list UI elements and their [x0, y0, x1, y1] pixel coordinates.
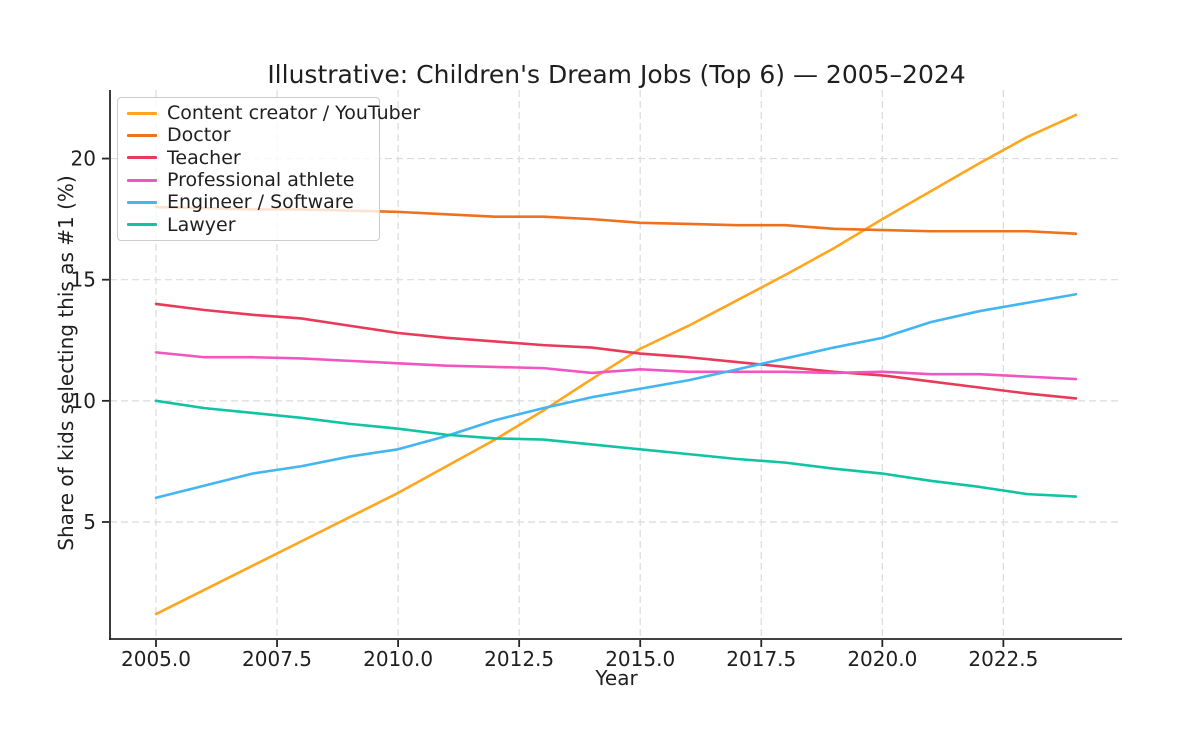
legend-item-professional-athlete: Professional athlete — [118, 169, 379, 191]
legend-line-swatch-doctor — [127, 133, 157, 137]
series-line-lawyer — [154, 399, 1078, 498]
legend-line-swatch-professional-athlete — [127, 178, 157, 182]
legend-item-teacher: Teacher — [118, 147, 379, 169]
y-axis-label: Share of kids selecting this as #1 (%) — [54, 175, 78, 551]
legend-line-swatch-teacher — [127, 156, 157, 160]
x-tick-label: 2005.0 — [121, 647, 191, 671]
legend-item-content-creator-youtuber: Content creator / YouTuber — [118, 102, 420, 124]
x-tick-label: 2007.5 — [242, 647, 312, 671]
chart-title: Illustrative: Children's Dream Jobs (Top… — [267, 60, 966, 89]
y-tick-label: 10 — [71, 389, 96, 413]
legend-item-doctor: Doctor — [118, 124, 379, 146]
y-tick-label: 5 — [83, 510, 96, 534]
legend-line-swatch-lawyer — [127, 223, 157, 227]
legend: Content creator / YouTuber Doctor Teacher P… — [117, 97, 420, 241]
series-line-teacher — [154, 302, 1078, 400]
legend-item-engineer-software: Engineer / Software — [118, 191, 379, 213]
x-tick-label: 2010.0 — [363, 647, 433, 671]
y-tick-label: 20 — [71, 147, 96, 171]
legend-line-swatch-engineer-software — [127, 200, 157, 204]
series-line-professional-athlete — [154, 351, 1078, 381]
series-line-content-creator-youtuber — [154, 113, 1078, 616]
x-axis-label: Year — [595, 666, 638, 690]
legend-label-lawyer: Lawyer — [167, 213, 236, 236]
x-tick-label: 2020.0 — [847, 647, 917, 671]
legend-line-swatch-content-creator-youtuber — [127, 111, 157, 115]
legend-label-doctor: Doctor — [167, 124, 231, 147]
x-tick-label: 2017.5 — [726, 647, 796, 671]
legend-label-engineer-software: Engineer / Software — [167, 191, 354, 214]
legend-label-content-creator-youtuber: Content creator / YouTuber — [167, 102, 421, 125]
x-tick-label: 2022.5 — [968, 647, 1038, 671]
legend-label-teacher: Teacher — [167, 146, 241, 169]
y-tick-label: 15 — [71, 268, 96, 292]
series-line-engineer-software — [154, 292, 1078, 500]
x-tick-label: 2015.0 — [605, 647, 675, 671]
x-tick-label: 2012.5 — [484, 647, 554, 671]
legend-label-professional-athlete: Professional athlete — [167, 169, 355, 192]
legend-item-lawyer: Lawyer — [118, 214, 379, 236]
